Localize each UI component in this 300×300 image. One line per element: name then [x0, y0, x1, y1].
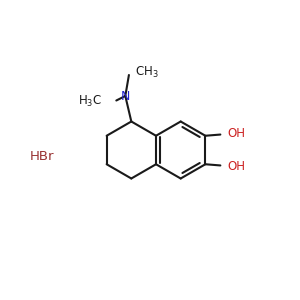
Text: OH: OH	[227, 160, 245, 173]
Text: CH$_3$: CH$_3$	[135, 64, 159, 80]
Text: HBr: HBr	[30, 149, 55, 163]
Text: N: N	[121, 89, 130, 103]
Text: OH: OH	[227, 127, 245, 140]
Text: H$_3$C: H$_3$C	[78, 94, 102, 109]
